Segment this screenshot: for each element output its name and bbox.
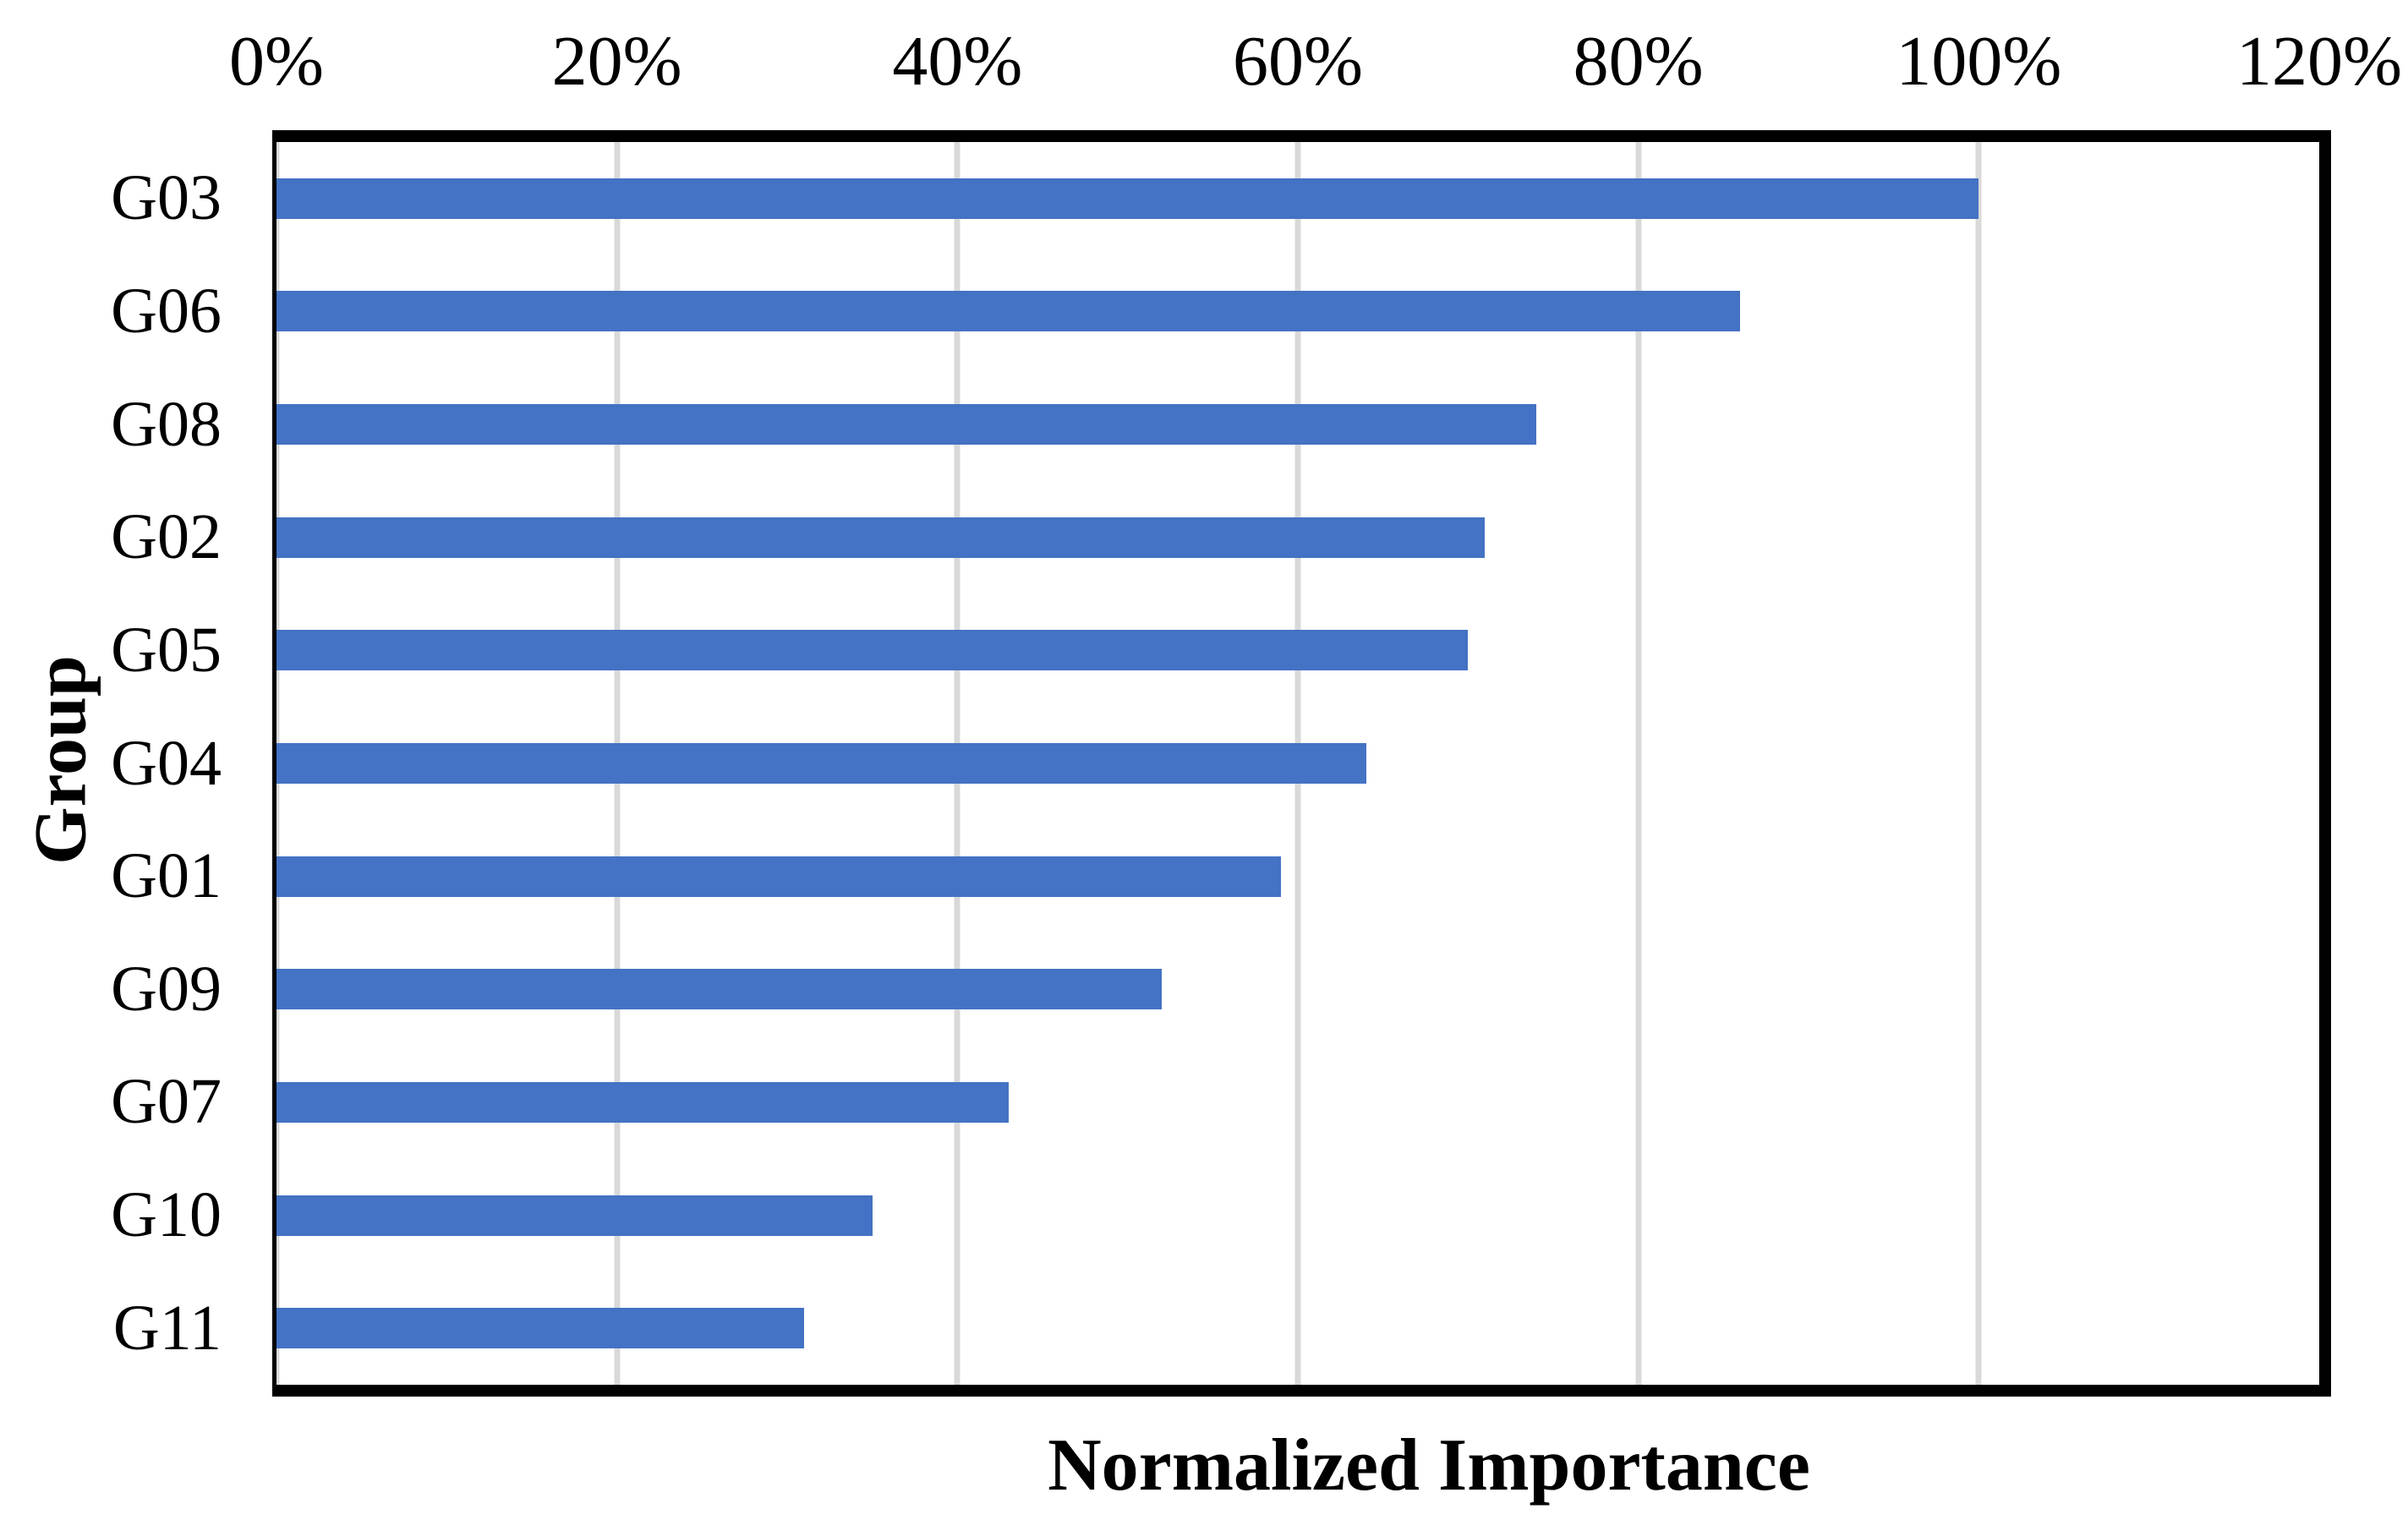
bar-row xyxy=(276,707,2319,820)
bar-row xyxy=(276,481,2319,594)
bar-row xyxy=(276,1271,2319,1385)
bar xyxy=(276,1195,873,1236)
bar-row xyxy=(276,1046,2319,1159)
y-tick-label: G07 xyxy=(111,1066,222,1138)
y-tick-label: G06 xyxy=(111,275,222,347)
bar xyxy=(276,630,1469,671)
x-axis-tick-labels: 0% 20% 40% 60% 80% 100% 120% xyxy=(229,15,2402,113)
bars-layer xyxy=(276,142,2319,1385)
bar-row xyxy=(276,1159,2319,1272)
bar-row xyxy=(276,932,2319,1046)
bar-row xyxy=(276,594,2319,708)
y-tick-label: G04 xyxy=(111,727,222,799)
bar xyxy=(276,743,1366,785)
bar-row xyxy=(276,255,2319,369)
bar xyxy=(276,517,1486,558)
bar xyxy=(276,1081,1009,1123)
y-tick-label: G02 xyxy=(111,501,222,573)
plot-area xyxy=(272,130,2331,1397)
y-tick-label: G09 xyxy=(111,953,222,1025)
x-tick-label: 120% xyxy=(2236,22,2402,101)
y-tick-label: G03 xyxy=(111,162,222,234)
gridline xyxy=(1975,142,1982,1385)
bar xyxy=(276,291,1741,332)
y-axis-title: Group xyxy=(19,655,102,865)
y-tick-label: G05 xyxy=(111,614,222,686)
x-tick-label: 0% xyxy=(229,22,324,101)
bar xyxy=(276,178,1979,219)
x-tick-label: 20% xyxy=(551,22,682,101)
bar-row xyxy=(276,820,2319,933)
x-tick-label: 100% xyxy=(1896,22,2062,101)
y-tick-label: G10 xyxy=(111,1179,222,1251)
bar xyxy=(276,969,1162,1010)
x-tick-label: 40% xyxy=(892,22,1023,101)
y-tick-label: G11 xyxy=(112,1292,222,1364)
bar xyxy=(276,1308,805,1349)
x-tick-label: 80% xyxy=(1573,22,1704,101)
bar xyxy=(276,404,1536,446)
bar xyxy=(276,856,1281,897)
y-tick-label: G08 xyxy=(111,388,222,460)
x-tick-label: 60% xyxy=(1233,22,1363,101)
y-tick-label: G01 xyxy=(111,840,222,912)
y-axis-tick-labels: G03 G06 G08 G02 G05 G04 G01 G09 G07 G10 … xyxy=(0,142,222,1385)
x-axis-title: Normalized Importance xyxy=(1048,1424,1810,1506)
bar-row xyxy=(276,368,2319,481)
gridline xyxy=(1635,142,1642,1385)
bar-row xyxy=(276,142,2319,255)
